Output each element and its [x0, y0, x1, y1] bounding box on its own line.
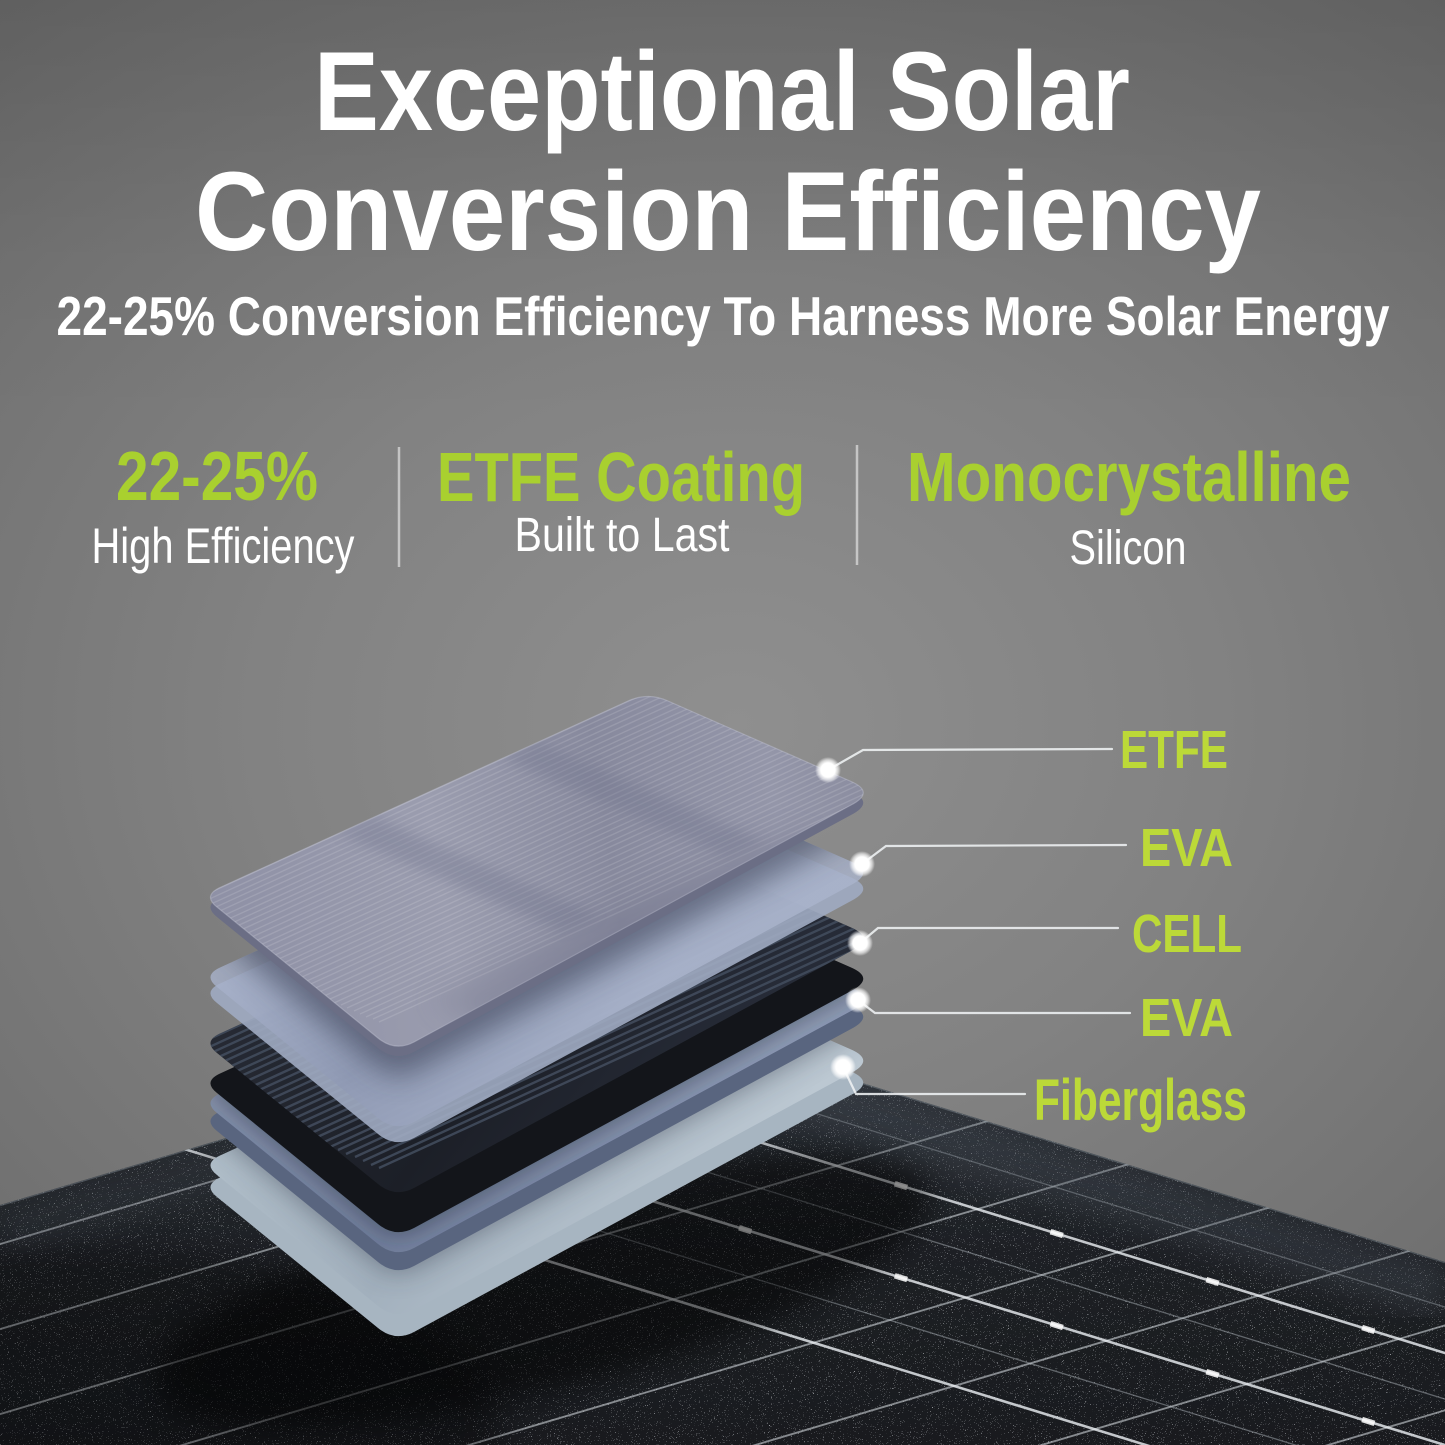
svg-text:ETFE: ETFE [1120, 720, 1228, 780]
svg-text:22-25% Conversion Efficiency T: 22-25% Conversion Efficiency To Harness … [57, 285, 1390, 347]
svg-text:Monocrystalline: Monocrystalline [907, 438, 1351, 516]
svg-text:High Efficiency: High Efficiency [92, 518, 355, 574]
svg-text:EVA: EVA [1140, 988, 1233, 1048]
svg-text:Fiberglass: Fiberglass [1034, 1068, 1247, 1133]
svg-text:Built to Last: Built to Last [515, 509, 730, 562]
svg-text:Conversion Efficiency: Conversion Efficiency [195, 149, 1261, 274]
svg-text:EVA: EVA [1140, 818, 1233, 878]
svg-text:22-25%: 22-25% [116, 437, 318, 515]
svg-text:CELL: CELL [1132, 904, 1242, 964]
svg-text:Silicon: Silicon [1070, 522, 1187, 575]
svg-text:Exceptional Solar: Exceptional Solar [314, 29, 1130, 154]
svg-text:ETFE Coating: ETFE Coating [437, 438, 805, 516]
